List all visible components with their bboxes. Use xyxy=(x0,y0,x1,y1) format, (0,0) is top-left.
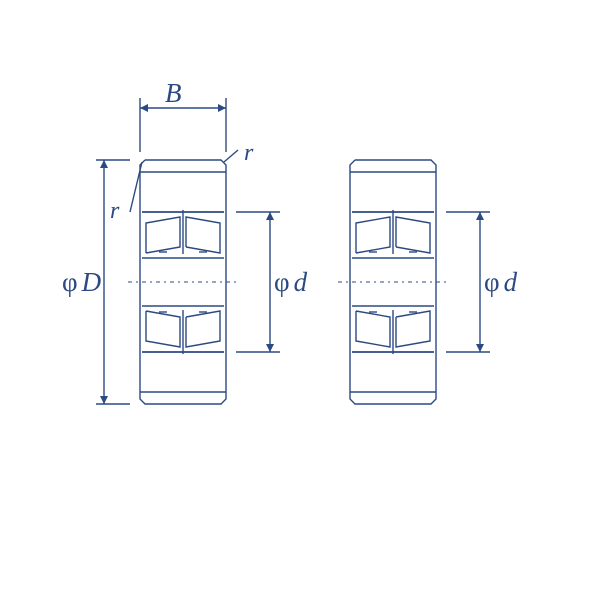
phi-symbol: φ xyxy=(274,267,290,298)
phi-symbol: φ xyxy=(62,267,78,298)
phi-symbol: φ xyxy=(484,267,500,298)
label-phi-d-1: φd xyxy=(274,267,307,298)
diagram-svg xyxy=(0,0,600,600)
label-r-left: r xyxy=(110,198,119,225)
label-phi-D: φD xyxy=(62,267,101,298)
label-r-top: r xyxy=(244,140,253,167)
label-B: B xyxy=(165,78,182,109)
label-phi-d-2: φd xyxy=(484,267,517,298)
drawing-canvas: B r r φD φd φd xyxy=(0,0,600,600)
